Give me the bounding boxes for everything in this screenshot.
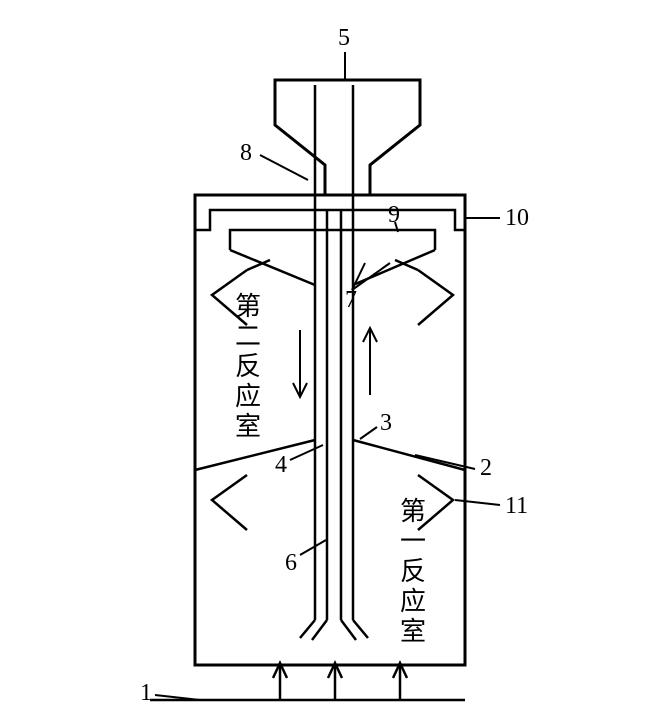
room2-label-c1: 第: [235, 292, 261, 321]
room2-label-c4: 应: [235, 382, 261, 411]
room1-label-c5: 室: [400, 617, 426, 646]
label-4: 4: [275, 452, 287, 478]
baffle-right: [353, 440, 465, 470]
spray-left2: [312, 620, 327, 640]
bottom-inlets: [273, 663, 407, 700]
leader-11: [455, 500, 500, 505]
leader-3: [360, 427, 377, 439]
spray-right: [353, 620, 368, 638]
reactor-diagram: 5 8 9 10 7 3 2 4 11 6 1 第 二 反 应 室 第 一 反 …: [0, 0, 650, 724]
label-9: 9: [388, 202, 400, 228]
room2-label-c2: 二: [235, 322, 261, 351]
room2-label-c3: 反: [235, 352, 261, 381]
top-channel-outer: [195, 210, 465, 230]
top-channel-inner: [230, 230, 435, 250]
deflector-left: [230, 250, 315, 285]
baffle-left: [195, 440, 315, 470]
leader-4: [290, 445, 323, 460]
label-3: 3: [380, 410, 392, 436]
arrow-down: [293, 330, 307, 397]
leader-6: [300, 540, 326, 555]
hopper: [275, 80, 420, 195]
label-1: 1: [140, 680, 152, 706]
room1-label-c1: 第: [400, 497, 426, 526]
chevron-upper-right: [418, 270, 453, 325]
spray-right2: [341, 620, 356, 640]
label-11: 11: [505, 493, 528, 519]
label-10: 10: [505, 205, 529, 231]
room1-label-c4: 应: [400, 587, 426, 616]
room2-label-c5: 室: [235, 412, 261, 441]
label-8: 8: [240, 140, 252, 166]
label-5: 5: [338, 25, 350, 51]
leader-8: [260, 155, 308, 180]
label-7: 7: [345, 287, 357, 313]
label-2: 2: [480, 455, 492, 481]
arrow-up: [363, 328, 377, 395]
label-6: 6: [285, 550, 297, 576]
chevron-lower-left: [212, 475, 247, 530]
spray-left: [300, 620, 315, 638]
room1-label-c2: 一: [400, 527, 426, 556]
room1-label-c3: 反: [400, 557, 426, 586]
